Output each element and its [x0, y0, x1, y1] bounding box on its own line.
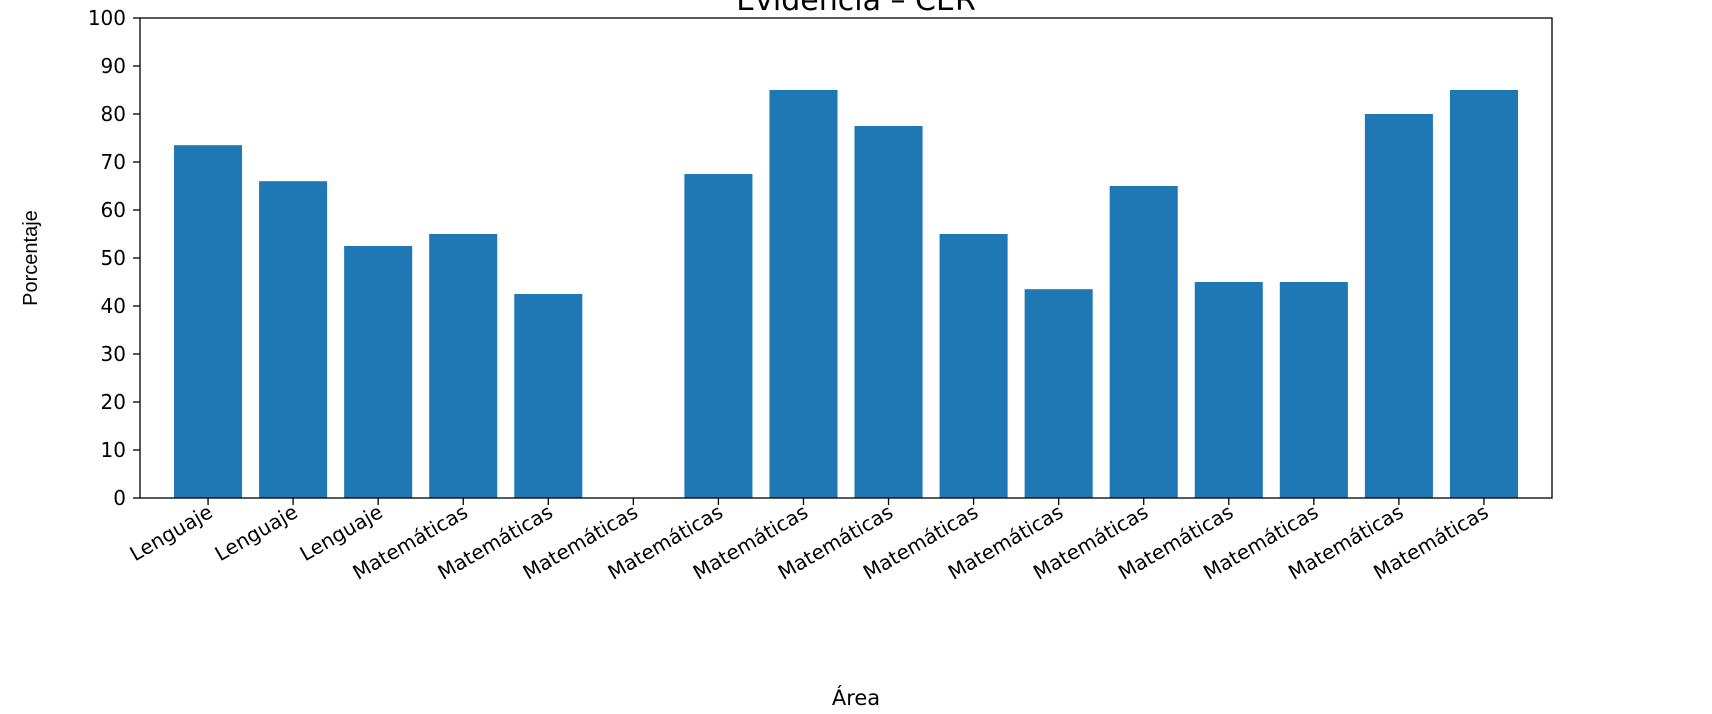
y-tick-label: 100 [88, 6, 126, 30]
bar [344, 246, 413, 498]
y-tick-label: 60 [101, 198, 126, 222]
y-axis: 0 10 20 30 40 50 60 70 80 90 100 [88, 6, 140, 510]
bar [1364, 114, 1433, 498]
x-axis: LenguajeLenguajeLenguajeMatemáticasMatem… [126, 498, 1492, 585]
bar [854, 126, 923, 498]
bar [259, 181, 328, 498]
bar [769, 90, 838, 498]
bar [1449, 90, 1518, 498]
y-tick-label: 10 [101, 438, 126, 462]
bar [429, 234, 498, 498]
y-tick-label: 20 [101, 390, 126, 414]
y-tick-label: 30 [101, 342, 126, 366]
plot-border [139, 17, 1553, 499]
y-axis-label: Porcentaje [20, 210, 42, 306]
bars-layer [174, 90, 1518, 498]
chart-title: Evidencia – CER [736, 0, 976, 18]
bar [939, 234, 1008, 498]
bar [174, 145, 243, 498]
plot-frame [139, 17, 1553, 499]
y-tick-label: 90 [101, 54, 126, 78]
y-tick-label: 0 [113, 486, 126, 510]
bar [514, 294, 583, 498]
x-tick-label: Lenguaje [126, 500, 217, 566]
x-axis-label: Área [832, 685, 880, 710]
bar [684, 174, 753, 498]
bar [1279, 282, 1348, 498]
y-tick-label: 50 [101, 246, 126, 270]
y-tick-label: 70 [101, 150, 126, 174]
bar [1024, 289, 1093, 498]
y-tick-label: 80 [101, 102, 126, 126]
x-tick-label: Lenguaje [211, 500, 302, 566]
bar [1194, 282, 1263, 498]
bar [1109, 186, 1178, 498]
y-tick-label: 40 [101, 294, 126, 318]
